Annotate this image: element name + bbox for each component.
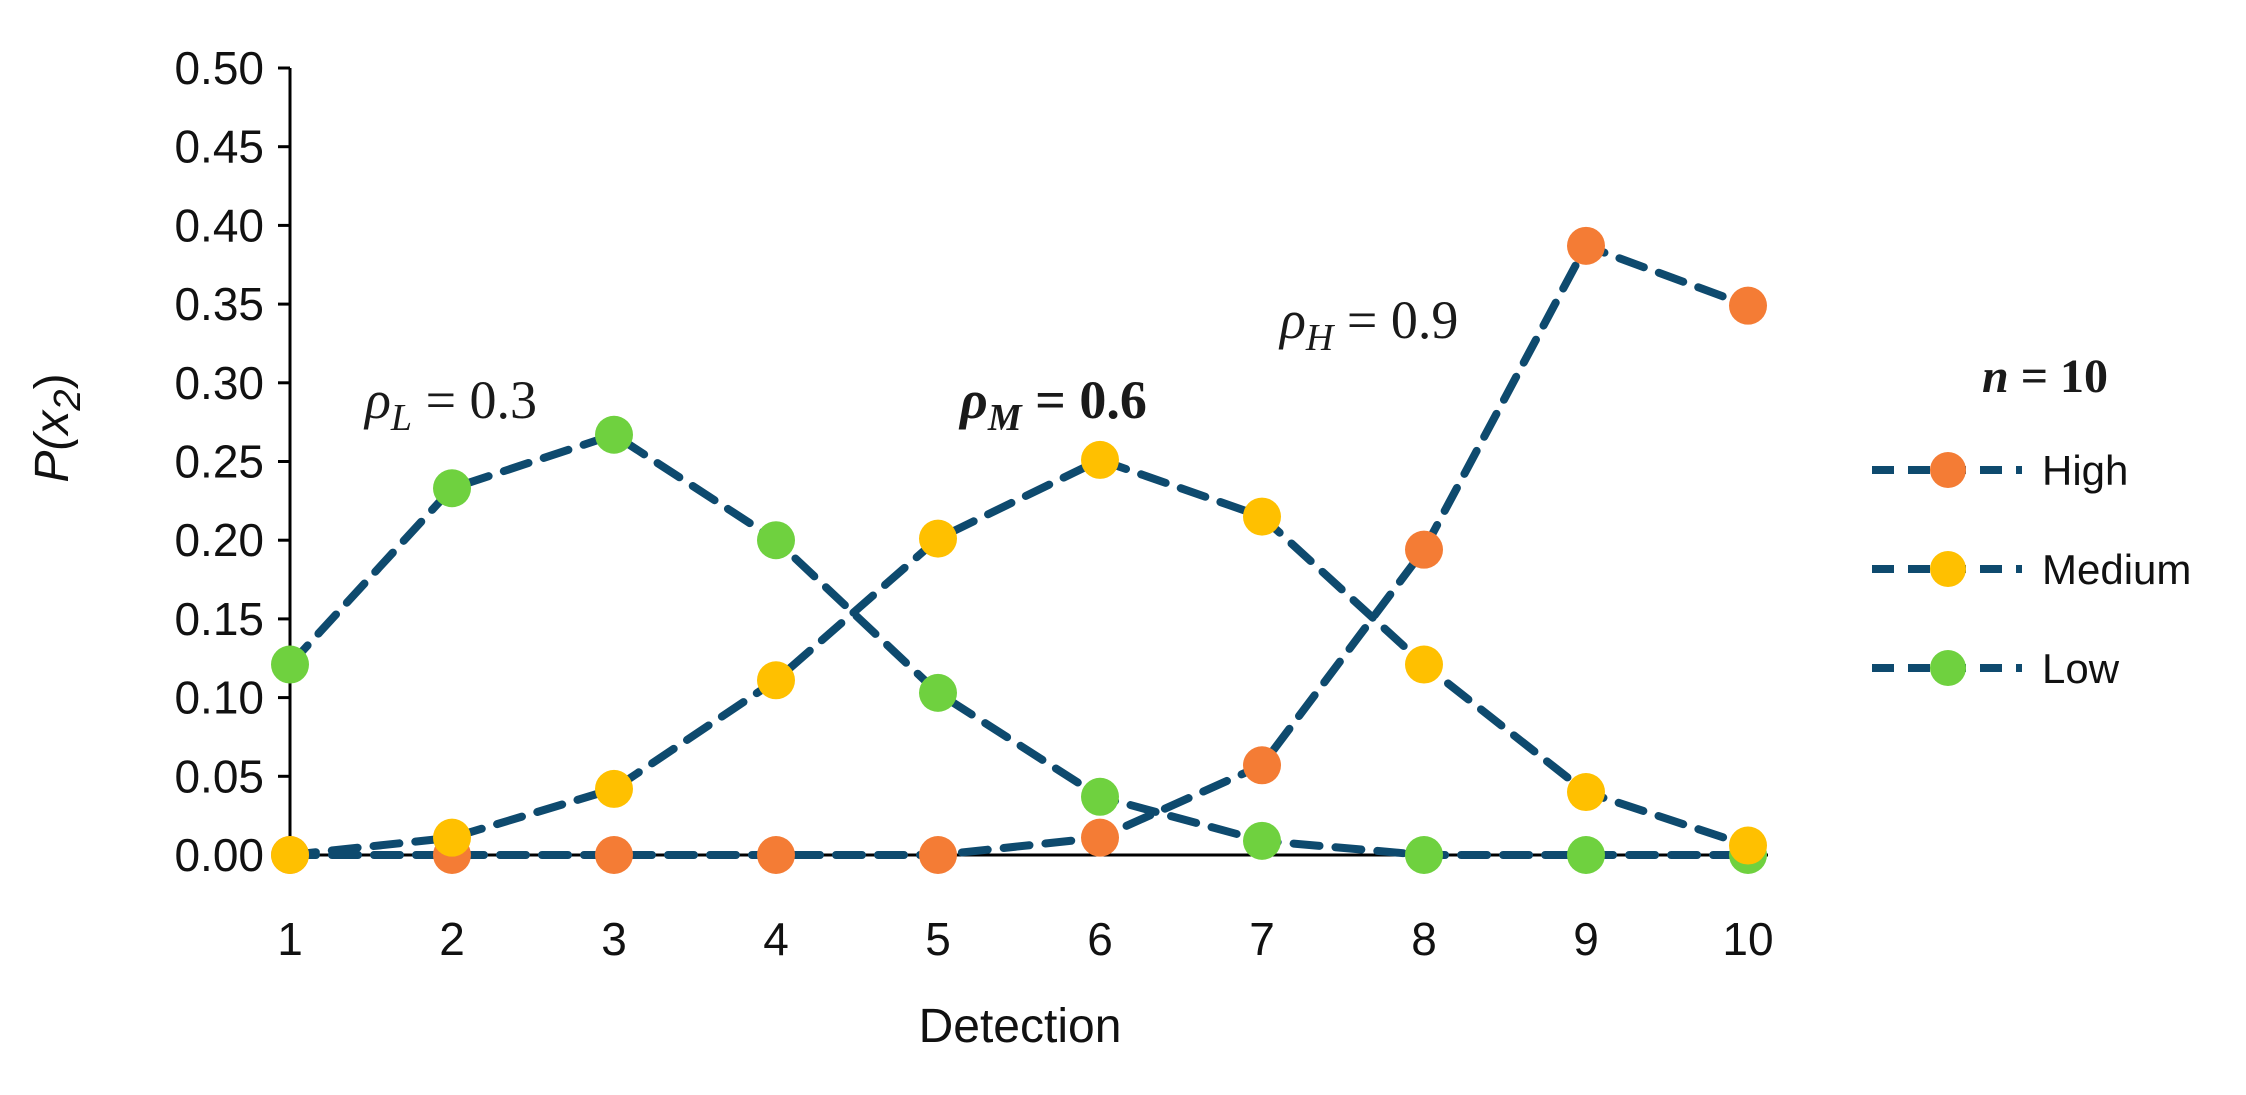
point-low	[757, 521, 795, 560]
annotation-medium: ρM = 0.6	[958, 370, 1147, 439]
point-low	[1567, 836, 1605, 874]
x-tick-labels: 1 2 3 4 5 6 7 8 9 10	[277, 913, 1773, 965]
point-medium	[271, 836, 309, 874]
y-tick-label: 0.20	[174, 514, 264, 566]
point-medium	[433, 818, 471, 857]
x-tick-label: 10	[1722, 913, 1773, 965]
legend-title: n = 10	[1982, 350, 2108, 403]
y-tick-label: 0.30	[174, 357, 264, 409]
legend-items: High Medium Low	[1872, 447, 2191, 692]
point-low	[1243, 821, 1281, 860]
point-high	[1081, 818, 1119, 857]
annotation-low: ρL = 0.3	[363, 370, 537, 439]
point-medium	[595, 769, 633, 808]
x-tick-label: 1	[277, 913, 303, 965]
y-tick-label: 0.45	[174, 121, 264, 173]
y-tick-label: 0.40	[174, 199, 264, 251]
legend-label-medium: Medium	[2042, 546, 2191, 593]
point-low	[1405, 836, 1443, 874]
point-low	[433, 469, 471, 508]
x-tick-label: 4	[763, 913, 789, 965]
point-medium	[1729, 826, 1767, 865]
point-low	[595, 415, 633, 454]
point-high	[919, 836, 957, 874]
series-line-high	[286, 240, 1752, 859]
point-high	[595, 836, 633, 874]
x-tick-label: 2	[439, 913, 465, 965]
legend: n = 10 High Medium Low	[1872, 350, 2191, 692]
legend-label-high: High	[2042, 447, 2128, 494]
legend-marker-high	[1930, 452, 1966, 488]
y-tick-label: 0.10	[174, 672, 264, 724]
y-tick-label: 0.35	[174, 278, 264, 330]
point-high	[1567, 226, 1605, 265]
y-tick-label: 0.50	[174, 42, 264, 94]
y-tick-label: 0.15	[174, 593, 264, 645]
point-medium	[1567, 773, 1605, 812]
legend-label-low: Low	[2042, 645, 2120, 692]
y-axis-title: P(x2)	[26, 373, 89, 482]
point-medium	[1405, 645, 1443, 684]
series-lines	[286, 240, 1752, 859]
series-line-medium	[286, 455, 1752, 859]
y-tick-label: 0.05	[174, 750, 264, 802]
series-markers	[271, 226, 1767, 874]
y-tick-label: 0.00	[174, 829, 264, 881]
point-medium	[919, 519, 957, 558]
point-medium	[1081, 440, 1119, 479]
point-high	[757, 836, 795, 874]
x-tick-label: 5	[925, 913, 951, 965]
point-high	[1243, 746, 1281, 785]
point-low	[919, 673, 957, 712]
x-tick-label: 8	[1411, 913, 1437, 965]
x-tick-label: 3	[601, 913, 627, 965]
point-low	[1081, 777, 1119, 816]
y-tick-label: 0.25	[174, 436, 264, 488]
point-low	[271, 645, 309, 684]
point-high	[1729, 286, 1767, 325]
legend-marker-medium	[1930, 551, 1966, 587]
point-medium	[1243, 497, 1281, 536]
x-tick-label: 7	[1249, 913, 1275, 965]
point-medium	[757, 661, 795, 700]
legend-marker-low	[1930, 650, 1966, 686]
annotation-high: ρH = 0.9	[1278, 290, 1458, 359]
point-high	[1405, 530, 1443, 569]
series-line-low	[286, 430, 1752, 859]
x-axis-title: Detection	[919, 1000, 1122, 1053]
axes	[278, 66, 1768, 857]
x-tick-label: 9	[1573, 913, 1599, 965]
y-tick-labels: 0.00 0.05 0.10 0.15 0.20 0.25 0.30 0.35 0.40 0.45…	[174, 42, 264, 881]
x-tick-label: 6	[1087, 913, 1113, 965]
